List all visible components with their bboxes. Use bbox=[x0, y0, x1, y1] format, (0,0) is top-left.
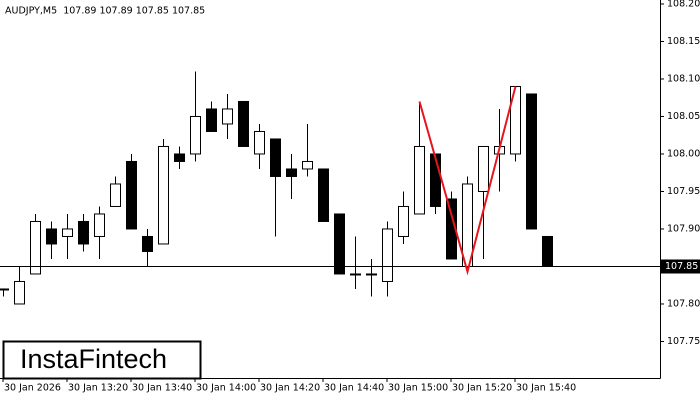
candle-body bbox=[110, 183, 121, 207]
x-tick-label: 30 Jan 2026 bbox=[4, 383, 61, 394]
x-tick-label: 30 Jan 14:00 bbox=[196, 383, 256, 394]
candle-body bbox=[190, 115, 201, 155]
candle-body bbox=[526, 93, 537, 230]
candle-body bbox=[46, 228, 57, 245]
candle-body bbox=[142, 235, 153, 252]
candle-body bbox=[158, 145, 169, 245]
x-tick-label: 30 Jan 15:20 bbox=[452, 383, 512, 394]
x-tick-label: 30 Jan 14:40 bbox=[324, 383, 384, 394]
x-tick-label: 30 Jan 13:20 bbox=[68, 383, 128, 394]
candle-body bbox=[174, 153, 185, 162]
pattern-line bbox=[418, 86, 517, 276]
candle-body bbox=[446, 198, 457, 260]
candle-body bbox=[78, 220, 89, 245]
candle-body bbox=[318, 168, 329, 222]
candle-body bbox=[398, 205, 409, 237]
candle-body bbox=[350, 273, 361, 276]
y-tick-label: 107.90 bbox=[667, 223, 700, 234]
logo: InstaFintech bbox=[2, 340, 202, 380]
x-tick-label: 30 Jan 13:40 bbox=[132, 383, 192, 394]
candle-body bbox=[334, 213, 345, 275]
x-tick-label: 30 Jan 15:40 bbox=[516, 383, 576, 394]
candle-body bbox=[542, 235, 553, 267]
y-tick-label: 107.95 bbox=[667, 186, 700, 197]
y-tick-label: 107.80 bbox=[667, 298, 700, 309]
candle-body bbox=[430, 153, 441, 207]
candle-body bbox=[94, 213, 105, 237]
candle-body bbox=[14, 280, 25, 305]
y-tick-label: 107.75 bbox=[667, 336, 700, 347]
candle-body bbox=[30, 220, 41, 275]
candle-body bbox=[254, 130, 265, 155]
candle-body bbox=[206, 108, 217, 132]
candle-body bbox=[366, 273, 377, 276]
x-tick-label: 30 Jan 14:20 bbox=[260, 383, 320, 394]
candle-body bbox=[238, 100, 249, 147]
y-tick-label: 108.00 bbox=[667, 148, 700, 159]
candle-body bbox=[286, 168, 297, 177]
candle-body bbox=[382, 228, 393, 282]
chart-title: AUDJPY,M5 107.89 107.89 107.85 107.85 bbox=[5, 6, 205, 17]
y-tick-label: 108.20 bbox=[667, 0, 700, 9]
logo-box bbox=[2, 340, 202, 380]
y-tick-label: 108.15 bbox=[667, 36, 700, 47]
candle-body bbox=[414, 145, 425, 215]
candle-body bbox=[62, 228, 73, 237]
candle-body bbox=[126, 160, 137, 230]
candle-body bbox=[270, 138, 281, 177]
candle-body bbox=[222, 108, 233, 125]
candle-body bbox=[302, 160, 313, 170]
candle-body bbox=[462, 183, 473, 267]
candle-body bbox=[0, 288, 9, 291]
x-tick-label: 30 Jan 15:00 bbox=[388, 383, 448, 394]
y-tick-label: 108.10 bbox=[667, 73, 700, 84]
y-tick-label: 108.05 bbox=[667, 111, 700, 122]
last-price-label: 107.85 bbox=[665, 261, 698, 272]
candle-body bbox=[478, 145, 489, 192]
logo-text: InstaFintech bbox=[20, 344, 167, 374]
last-price-box bbox=[661, 259, 700, 274]
